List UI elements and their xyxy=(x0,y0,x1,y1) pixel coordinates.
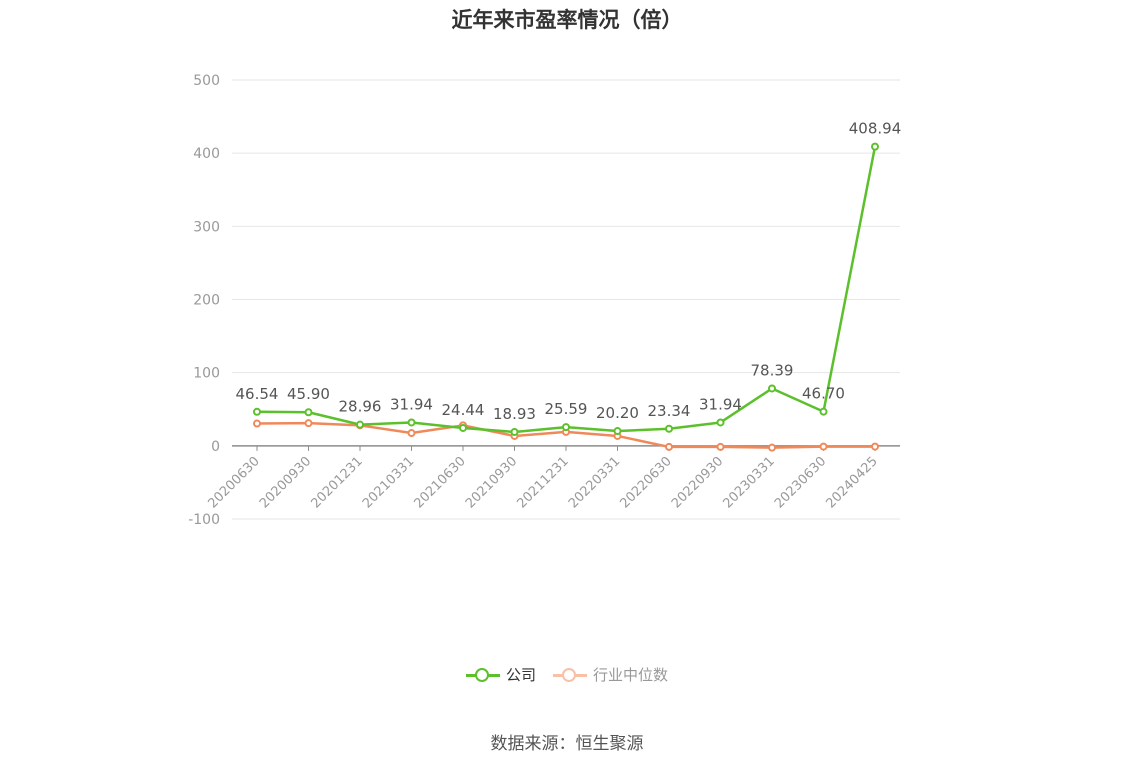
company-point xyxy=(459,423,467,432)
x-tick-label: 20201231 xyxy=(308,454,365,511)
industry-median-point xyxy=(665,442,673,451)
company-point xyxy=(356,420,364,429)
company-series-line xyxy=(256,146,877,434)
company-data-label: 25.59 xyxy=(545,400,588,418)
company-data-label: 408.94 xyxy=(849,120,902,138)
company-data-label: 78.39 xyxy=(751,361,794,379)
company-point xyxy=(871,142,879,151)
company-data-label: 23.34 xyxy=(648,402,691,420)
grid-lines xyxy=(232,79,900,520)
data-source-note: 数据来源：恒生聚源 xyxy=(490,734,644,754)
company-data-label: 46.70 xyxy=(802,385,845,403)
company-point xyxy=(819,407,828,416)
company-data-label: 31.94 xyxy=(390,395,433,413)
series-lines xyxy=(253,142,879,452)
y-axis-tick-labels: 500 400 300 200 100 0 -100 xyxy=(188,73,220,528)
company-point xyxy=(510,427,519,436)
x-tick-label: 20220331 xyxy=(566,454,623,511)
legend: 公司 行业中位数 xyxy=(0,664,1134,686)
x-tick-label: 20211231 xyxy=(514,454,571,511)
x-tick-label: 20200630 xyxy=(205,454,262,511)
data-labels: 46.54 45.90 28.96 31.94 24.44 18.93 25.59 20.20… xyxy=(236,120,902,423)
legend-label-industry-median: 行业中位数 xyxy=(593,666,669,684)
industry-median-point xyxy=(871,442,879,451)
x-tick-label: 20230331 xyxy=(720,454,777,511)
y-tick-label: 100 xyxy=(193,366,220,382)
company-data-label: 31.94 xyxy=(699,395,742,413)
y-tick-label: 500 xyxy=(193,73,220,89)
x-tick-label: 20210930 xyxy=(463,454,520,511)
company-point xyxy=(304,408,313,417)
y-tick-label: 400 xyxy=(193,146,220,162)
legend-swatch-industry-median xyxy=(553,667,588,682)
legend-label-company: 公司 xyxy=(505,666,536,684)
industry-median-point xyxy=(304,419,313,428)
x-tick-label: 20200930 xyxy=(257,454,314,511)
company-data-label: 46.54 xyxy=(236,385,279,403)
company-point xyxy=(253,407,261,416)
legend-item-company[interactable]: 公司 xyxy=(465,664,536,685)
y-tick-label: -100 xyxy=(188,512,220,528)
industry-median-point xyxy=(407,429,416,438)
company-point xyxy=(407,418,416,427)
chart-title: 近年来市盈率情况（倍） xyxy=(451,8,683,32)
company-data-label: 45.90 xyxy=(287,385,330,403)
x-tick-label: 20210630 xyxy=(411,454,468,511)
company-point xyxy=(613,427,622,436)
y-tick-label: 0 xyxy=(211,439,220,455)
industry-median-point xyxy=(716,442,725,451)
industry-median-point xyxy=(253,419,261,428)
industry-median-point xyxy=(768,443,776,452)
legend-item-industry-median[interactable]: 行业中位数 xyxy=(553,664,668,685)
industry-median-point xyxy=(819,442,828,451)
x-tick-label: 20230630 xyxy=(772,454,829,511)
x-tick-label: 20220630 xyxy=(617,454,674,511)
company-data-label: 18.93 xyxy=(493,405,536,423)
x-tick-label: 20240425 xyxy=(823,454,880,511)
x-tick-label: 20220930 xyxy=(669,454,726,511)
company-point xyxy=(768,384,776,393)
company-data-label: 24.44 xyxy=(442,401,485,419)
company-data-label: 28.96 xyxy=(339,398,382,416)
company-point xyxy=(716,418,725,427)
x-axis-tick-labels: 2020063020200930202012312021033120210630… xyxy=(205,454,880,511)
company-point xyxy=(562,423,570,432)
company-data-label: 20.20 xyxy=(596,404,639,422)
y-tick-label: 300 xyxy=(193,219,220,235)
legend-swatch-company xyxy=(465,667,500,682)
y-tick-label: 200 xyxy=(193,293,220,309)
x-tick-label: 20210331 xyxy=(360,454,417,511)
company-point xyxy=(665,424,673,433)
